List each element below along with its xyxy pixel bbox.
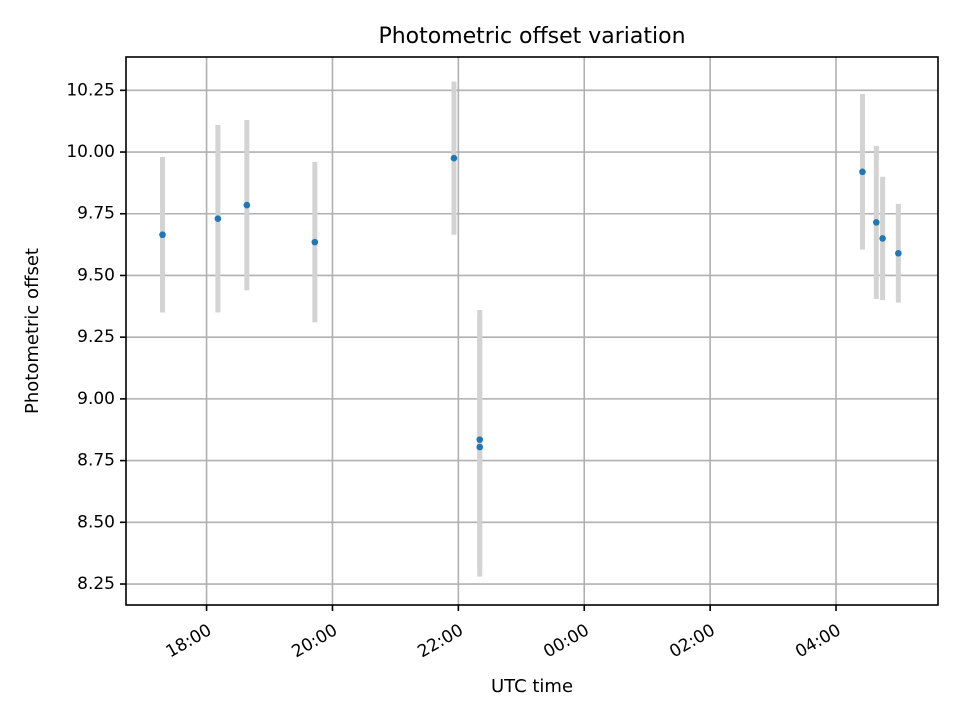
x-axis-ticks: 18:00 20:00 22:00 00:00 02:00 04:00 [163, 605, 845, 662]
y-tick-label: 9.00 [77, 389, 115, 409]
chart-title: Photometric offset variation [378, 24, 685, 49]
data-point [159, 231, 166, 239]
x-tick-label: 02:00 [666, 620, 718, 662]
data-point [873, 219, 880, 226]
y-axis-label: Photometric offset [22, 248, 43, 414]
data-point [311, 238, 319, 246]
y-tick-label: 8.50 [77, 512, 115, 532]
data-points [159, 154, 902, 451]
plot-frame [125, 56, 939, 606]
x-tick-label: 00:00 [540, 620, 592, 662]
y-tick-label: 8.75 [77, 451, 115, 471]
data-point [243, 201, 251, 209]
data-point [895, 249, 902, 257]
data-point [476, 443, 484, 451]
grid-lines [126, 57, 938, 605]
data-point [450, 154, 458, 162]
y-tick-label: 8.25 [77, 574, 115, 594]
data-point [879, 235, 886, 242]
error-bars [160, 81, 901, 577]
y-tick-label: 9.25 [77, 327, 115, 347]
y-tick-label: 10.00 [66, 142, 115, 162]
y-tick-label: 10.25 [66, 80, 115, 100]
x-tick-label: 20:00 [289, 620, 341, 662]
x-tick-label: 04:00 [792, 620, 844, 662]
x-axis-label: UTC time [491, 676, 573, 697]
data-point [859, 168, 866, 176]
data-point [214, 215, 222, 222]
x-tick-label: 18:00 [163, 620, 215, 662]
x-tick-label: 22:00 [414, 620, 466, 662]
y-tick-label: 9.75 [77, 204, 115, 224]
data-point [476, 436, 484, 443]
y-tick-label: 9.50 [77, 265, 115, 285]
y-axis-ticks: 8.25 8.50 8.75 9.00 9.25 9.50 9.75 10.00 10.25 [66, 80, 126, 594]
